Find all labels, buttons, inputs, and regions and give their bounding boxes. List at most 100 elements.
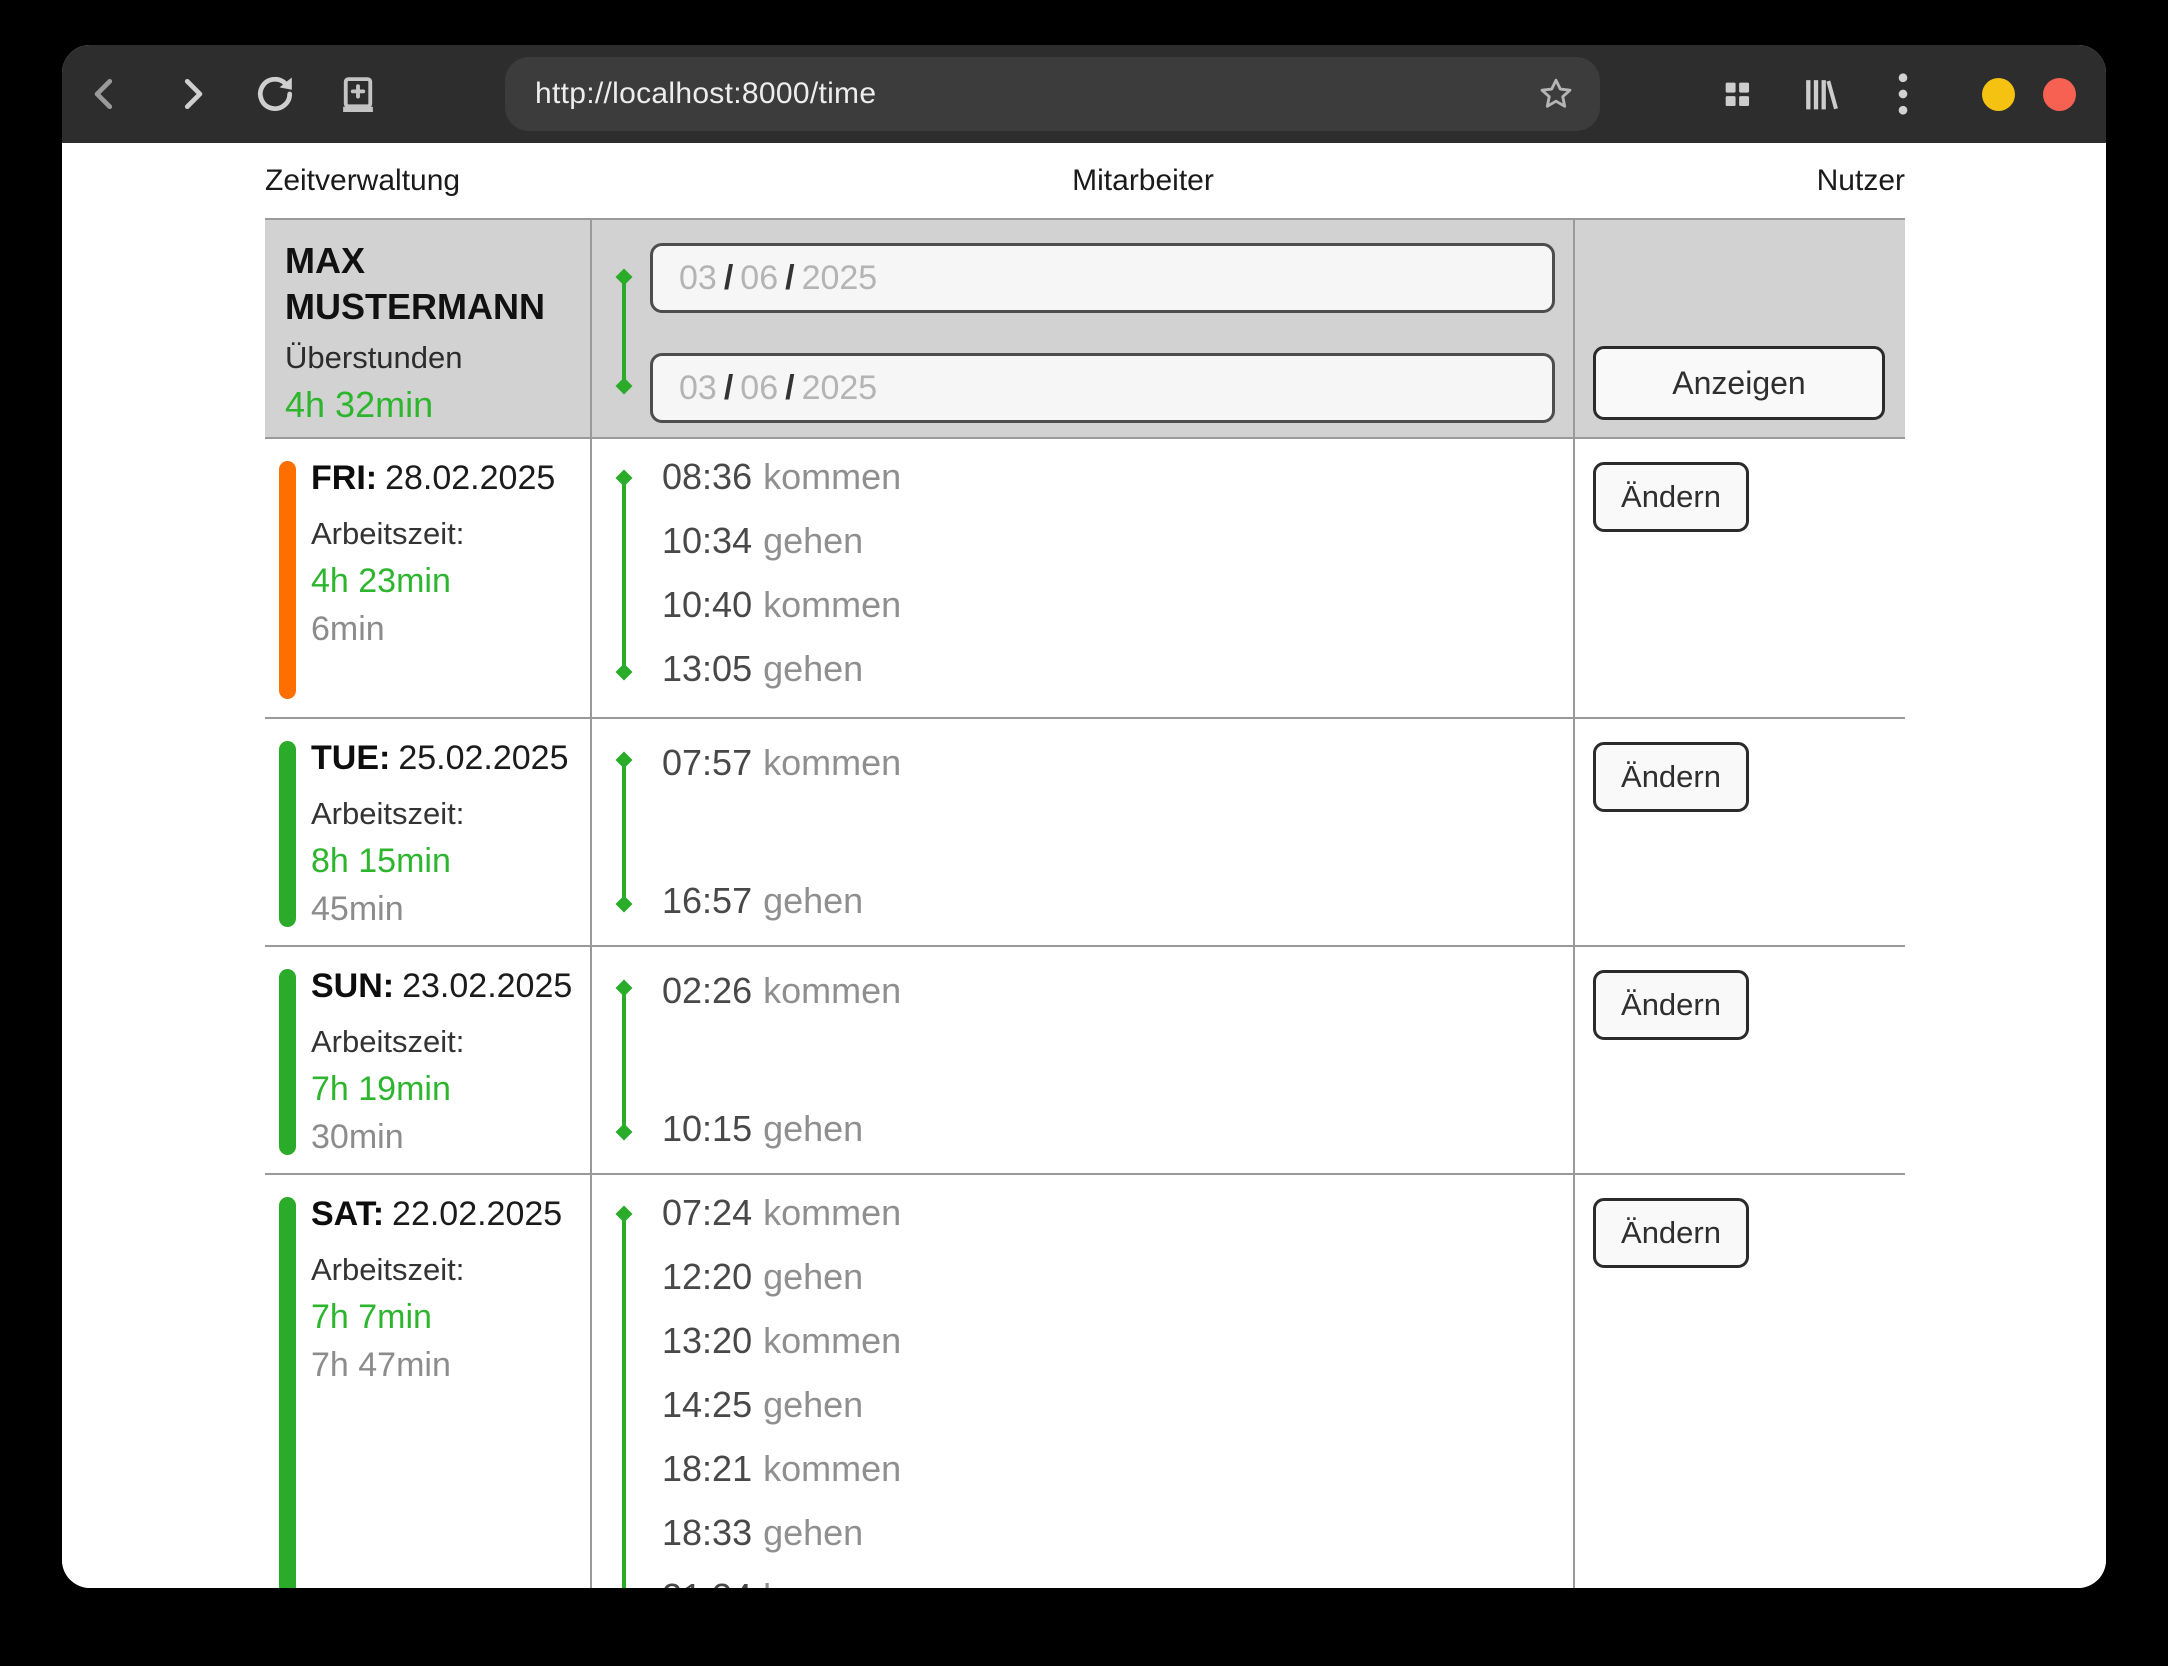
- url-bar[interactable]: http://localhost:8000/time: [505, 57, 1600, 131]
- day-title: FRI: 28.02.2025: [311, 459, 576, 498]
- entry-time: 10:15: [662, 1108, 753, 1149]
- time-entry: 16:57 gehen: [662, 883, 1573, 919]
- entry-type: kommen: [763, 584, 902, 625]
- day-summary-cell: TUE: 25.02.2025 Arbeitszeit: 8h 15min 45m…: [265, 719, 590, 947]
- date-from-input[interactable]: 03/06/2025: [650, 243, 1555, 313]
- aendern-button[interactable]: Ändern: [1593, 1198, 1749, 1268]
- chevron-left-icon: [86, 75, 124, 113]
- entry-time: 07:57: [662, 742, 753, 783]
- menu-button[interactable]: [1881, 72, 1925, 116]
- entry-time: 08:36: [662, 456, 753, 497]
- day-title: SAT: 22.02.2025: [311, 1195, 576, 1234]
- date-filter-cell: 03/06/2025 03/06/2025: [590, 220, 1575, 439]
- entry-type: kommen: [763, 1448, 902, 1489]
- nav-zeitverwaltung[interactable]: Zeitverwaltung: [265, 163, 461, 197]
- day-action-cell: Ändern: [1575, 947, 1905, 1175]
- day-action-cell: Ändern: [1575, 439, 1905, 719]
- entry-type: kommen: [763, 456, 902, 497]
- break-value: 30min: [311, 1118, 404, 1156]
- date-range-timeline: [622, 276, 626, 387]
- worktime-value: 8h 15min: [311, 842, 451, 880]
- time-entry: 02:26 kommen: [662, 973, 1573, 1009]
- entry-time: 10:34: [662, 520, 753, 561]
- forward-button[interactable]: [170, 72, 214, 116]
- worktime-label: Arbeitszeit:: [311, 1024, 465, 1059]
- day-status-bar: [279, 741, 296, 927]
- entry-time: 12:20: [662, 1256, 753, 1297]
- entry-time: 16:57: [662, 880, 753, 921]
- day-action-cell: Ändern: [1575, 1175, 1905, 1588]
- aendern-button[interactable]: Ändern: [1593, 970, 1749, 1040]
- entry-time: 18:33: [662, 1512, 753, 1553]
- entry-time: 13:20: [662, 1320, 753, 1361]
- day-status-bar: [279, 969, 296, 1155]
- time-entry: 07:57 kommen: [662, 745, 1573, 781]
- entry-type: gehen: [763, 1108, 864, 1149]
- new-tab-button[interactable]: [336, 72, 380, 116]
- nav-nutzer[interactable]: Nutzer: [1816, 163, 1905, 197]
- time-entry: 14:25 gehen: [662, 1387, 1573, 1423]
- aendern-button[interactable]: Ändern: [1593, 742, 1749, 812]
- reload-button[interactable]: [253, 72, 297, 116]
- time-entry: 10:40 kommen: [662, 587, 1573, 623]
- time-entry: 08:36 kommen: [662, 459, 1573, 495]
- time-entry: 07:24 kommen: [662, 1195, 1573, 1231]
- worktime-value: 7h 19min: [311, 1070, 451, 1108]
- url-text: http://localhost:8000/time: [535, 77, 877, 110]
- overtime-value: 4h 32min: [285, 384, 434, 425]
- day-date: 25.02.2025: [398, 739, 569, 777]
- browser-window: http://localhost:8000/time: [62, 45, 2106, 1588]
- entry-type: gehen: [763, 1384, 864, 1425]
- day-weekday: TUE:: [311, 739, 391, 777]
- entry-time: 10:40: [662, 584, 753, 625]
- grid-squares-icon: [1720, 77, 1754, 111]
- day-summary-cell: SUN: 23.02.2025 Arbeitszeit: 7h 19min 30m…: [265, 947, 590, 1175]
- date-separator: /: [785, 368, 795, 407]
- time-page: Zeitverwaltung Mitarbeiter Nutzer MAX MU…: [62, 143, 2106, 1588]
- time-entry: 10:15 gehen: [662, 1111, 1573, 1147]
- app-grid-button[interactable]: [1715, 72, 1759, 116]
- library-button[interactable]: [1798, 72, 1842, 116]
- employee-summary-cell: MAX MUSTERMANN Überstunden 4h 32min: [265, 220, 590, 439]
- day-weekday: SUN:: [311, 967, 395, 1005]
- back-button[interactable]: [83, 72, 127, 116]
- bookmark-star-icon[interactable]: [1538, 76, 1574, 112]
- worktime-value: 7h 7min: [311, 1298, 432, 1336]
- day-status-bar: [279, 461, 296, 699]
- date-separator: /: [723, 258, 734, 297]
- date-separator: /: [723, 368, 734, 407]
- entry-type: kommen: [763, 1192, 902, 1233]
- day-title: TUE: 25.02.2025: [311, 739, 576, 778]
- employee-name: MAX MUSTERMANN: [285, 240, 545, 327]
- entry-type: kommen: [763, 742, 902, 783]
- library-books-icon: [1800, 74, 1840, 114]
- entry-type: kommen: [763, 970, 902, 1011]
- reload-icon: [254, 73, 296, 115]
- worktime-label: Arbeitszeit:: [311, 1252, 465, 1287]
- day-timeline: [622, 759, 626, 905]
- date-to-input[interactable]: 03/06/2025: [650, 353, 1555, 423]
- anzeigen-button[interactable]: Anzeigen: [1593, 346, 1885, 420]
- new-tab-icon: [337, 73, 379, 115]
- date-from-year: 2025: [801, 258, 878, 297]
- close-button[interactable]: [2043, 77, 2076, 111]
- time-entry: 18:21 kommen: [662, 1451, 1573, 1487]
- date-from-day: 06: [740, 258, 779, 297]
- entry-type: kommen: [763, 1320, 902, 1361]
- date-separator: /: [785, 258, 795, 297]
- day-summary-cell: SAT: 22.02.2025 Arbeitszeit: 7h 7min 7h 4…: [265, 1175, 590, 1588]
- break-value: 45min: [311, 890, 404, 928]
- minimize-button[interactable]: [1982, 77, 2015, 111]
- day-timeline: [622, 1213, 626, 1588]
- nav-mitarbeiter[interactable]: Mitarbeiter: [1072, 163, 1214, 197]
- entry-time: 07:24: [662, 1192, 753, 1233]
- day-date: 28.02.2025: [385, 459, 556, 497]
- worktime-label: Arbeitszeit:: [311, 516, 465, 551]
- entry-time: 21:34: [662, 1576, 752, 1589]
- aendern-button[interactable]: Ändern: [1593, 462, 1749, 532]
- date-to-day: 06: [740, 368, 779, 407]
- time-table: MAX MUSTERMANN Überstunden 4h 32min 03/0…: [265, 218, 1905, 1588]
- day-timeline: [622, 477, 626, 673]
- break-value: 7h 47min: [311, 1346, 451, 1384]
